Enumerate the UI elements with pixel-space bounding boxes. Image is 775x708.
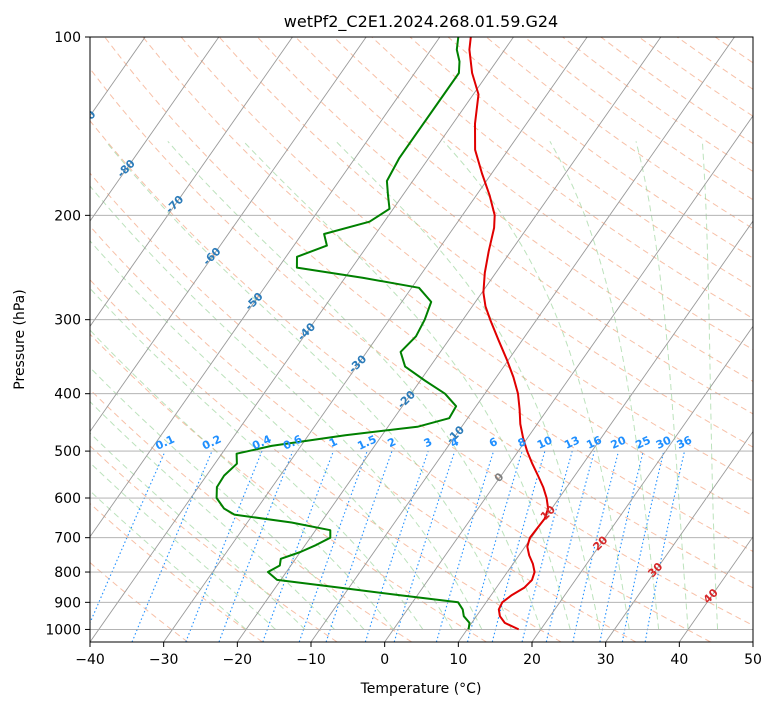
mixing-ratio-line xyxy=(185,450,263,642)
profile-line-1 xyxy=(468,37,550,631)
profile-line-2 xyxy=(215,37,471,630)
dry-adiabat-line xyxy=(142,37,753,517)
dry-adiabat-line xyxy=(90,279,562,642)
dry-adiabat-line xyxy=(90,67,753,589)
mixing-ratio-label: 20 xyxy=(609,433,629,451)
moist-adiabat-line xyxy=(701,141,719,630)
x-tick-label: 10 xyxy=(449,652,467,668)
y-tick-label: 100 xyxy=(54,30,81,46)
mixing-ratio-line xyxy=(298,450,368,642)
isobars xyxy=(90,37,753,630)
dry-adiabat-line xyxy=(295,37,753,382)
dry-adiabat-line xyxy=(257,37,753,415)
dry-adiabat-line xyxy=(90,120,753,627)
dry-adiabat-line xyxy=(333,37,753,351)
moist-adiabat-line xyxy=(243,140,571,630)
y-axis-label: Pressure (hPa) xyxy=(12,289,28,389)
moist-adiabat-line xyxy=(90,490,247,630)
isotherm-line xyxy=(236,37,662,642)
isotherm-line xyxy=(605,430,753,642)
y-tick-label: 900 xyxy=(54,595,81,611)
x-tick-label: 50 xyxy=(744,652,762,668)
isotherms xyxy=(90,37,753,642)
mixing-ratio-label: 16 xyxy=(584,433,604,451)
plot-area: -100-90-80-70-60-50-40-30-20-10010203040… xyxy=(75,37,753,642)
dry-adiabat-line xyxy=(409,37,753,289)
profiles xyxy=(215,37,550,631)
mixing-ratio-line xyxy=(572,450,620,642)
y-tick-label: 1000 xyxy=(45,622,81,638)
y-tick-label: 200 xyxy=(54,208,81,224)
isotherm-line xyxy=(90,37,514,642)
moist-adiabat-line xyxy=(443,140,630,630)
mixing-ratio-line xyxy=(262,450,334,642)
y-tick-label: 400 xyxy=(54,387,81,403)
moist-adiabat-line xyxy=(167,140,542,630)
mixing-ratio-line xyxy=(435,450,495,642)
plot-frame xyxy=(89,36,754,643)
y-tick-label: 800 xyxy=(54,565,81,581)
x-tick-label: −40 xyxy=(75,652,105,668)
x-axis: −40 −30 −20 −10 0 10 20 30 40 50 xyxy=(75,642,762,668)
y-tick-label: 500 xyxy=(54,444,81,460)
mixing-ratio-line xyxy=(599,450,644,642)
x-tick-label: 0 xyxy=(380,652,389,668)
moist-adiabat-line xyxy=(549,141,660,630)
mixing-ratio-label: 30 xyxy=(654,433,674,451)
dry-adiabat-line xyxy=(104,37,753,553)
mixing-ratio-line xyxy=(90,450,166,625)
isotherm-line xyxy=(163,37,588,642)
isotherm-line xyxy=(90,37,293,328)
y-tick-label: 600 xyxy=(54,491,81,507)
mixing-ratio-label: 36 xyxy=(675,433,695,451)
isotherm-line xyxy=(310,37,735,642)
mixing-ratio-line xyxy=(521,450,573,642)
mixing-ratio-lines xyxy=(90,450,686,642)
mixing-ratio-line xyxy=(218,450,294,642)
dry-adiabat-line xyxy=(90,502,263,642)
x-tick-label: 30 xyxy=(597,652,615,668)
isotherm-line xyxy=(90,37,367,433)
dry-adiabat-line xyxy=(90,445,338,642)
mixing-ratio-label: 25 xyxy=(633,434,652,452)
y-axis: 1000 900 800 700 600 500 400 300 200 100 xyxy=(45,30,90,638)
moist-adiabat-line xyxy=(90,400,335,630)
isotherm-line xyxy=(90,37,441,538)
mixing-ratio-line xyxy=(325,450,393,642)
mixing-ratio-line xyxy=(466,450,523,642)
isotherm-line xyxy=(90,37,220,222)
dry-adiabat-line xyxy=(90,388,413,642)
mixing-ratio-line xyxy=(131,450,213,642)
isotherm-label: -90 xyxy=(75,108,98,131)
x-tick-label: −30 xyxy=(149,652,179,668)
moist-adiabat-line xyxy=(90,240,453,630)
x-tick-label: 20 xyxy=(523,652,541,668)
dry-adiabat-line xyxy=(218,37,753,448)
moist-adiabat-line xyxy=(335,140,601,630)
moist-adiabat-line xyxy=(105,140,512,630)
mixing-ratio-label: 10 xyxy=(535,433,555,451)
x-axis-label: Temperature (°C) xyxy=(360,681,482,697)
moist-adiabat-line xyxy=(635,141,689,630)
dry-adiabat-line xyxy=(90,172,711,642)
moist-adiabat-line xyxy=(90,432,306,630)
isotherm-line xyxy=(678,535,753,642)
dry-adiabat-line xyxy=(90,333,487,642)
mixing-ratio-line xyxy=(364,450,429,642)
isotherm-line xyxy=(531,325,753,642)
y-tick-label: 300 xyxy=(54,313,81,329)
isotherm-line xyxy=(384,115,753,642)
x-tick-label: 40 xyxy=(670,652,688,668)
y-tick-label: 700 xyxy=(54,531,81,547)
moist-adiabat-line xyxy=(90,329,394,630)
x-tick-label: −10 xyxy=(296,652,326,668)
x-tick-label: −20 xyxy=(223,652,253,668)
moist-adiabats xyxy=(90,140,719,630)
mixing-ratio-line xyxy=(545,450,595,642)
mixing-ratio-label: 13 xyxy=(562,434,581,452)
chart-title: wetPf2_C2E1.2024.268.01.59.G24 xyxy=(284,12,558,32)
